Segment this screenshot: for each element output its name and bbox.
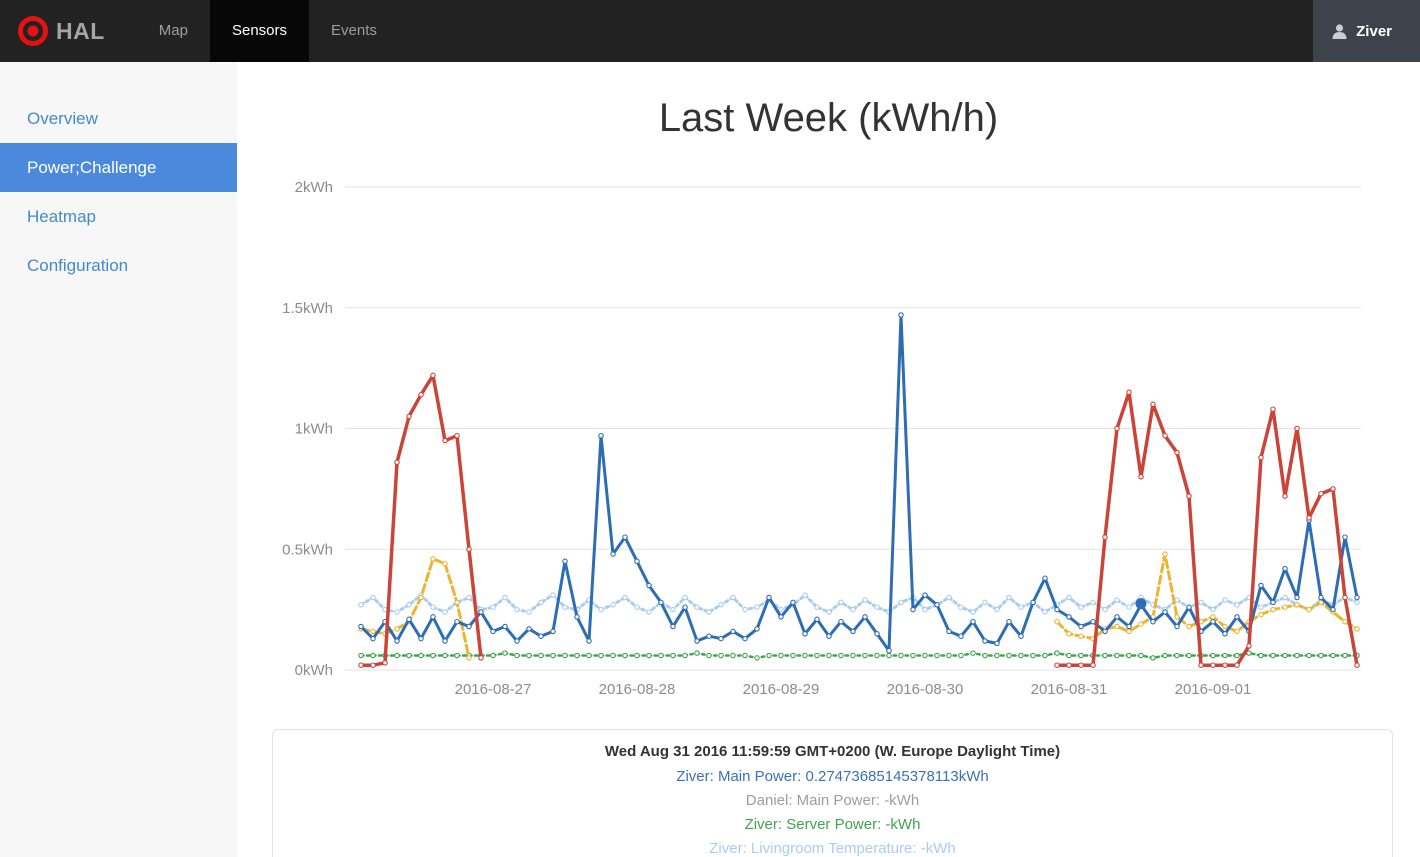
user-menu[interactable]: Ziver — [1313, 0, 1420, 62]
x-tick-label: 2016-08-28 — [599, 681, 676, 698]
x-tick-label: 2016-08-29 — [743, 681, 820, 698]
brand-title: HAL — [56, 17, 105, 44]
chart-canvas[interactable]: 0kWh 0.5kWh 1kWh 1.5kWh 2kWh 2016-08-27 2016-0… — [237, 62, 1420, 722]
user-name: Ziver — [1356, 22, 1392, 40]
sidebar-item-overview[interactable]: Overview — [27, 109, 98, 128]
navbar: HAL Map Sensors Events Ziver — [0, 0, 1420, 62]
series-ziver-livingroom-temperature — [358, 592, 1360, 615]
sidebar: Overview Power;Challenge Heatmap Configu… — [0, 62, 237, 857]
sidebar-item-configuration[interactable]: Configuration — [27, 256, 129, 275]
nav-item-events[interactable]: Events — [331, 22, 377, 39]
chart-title: Last Week (kWh/h) — [658, 96, 999, 140]
person-icon — [1332, 23, 1347, 39]
brand[interactable]: HAL — [0, 0, 121, 62]
tooltip-entry-0: Ziver: Main Power: 0.27473685145378113kW… — [676, 768, 989, 785]
y-tick-label: 2kWh — [295, 179, 333, 196]
x-tick-label: 2016-08-27 — [455, 681, 532, 698]
nav-links: Map Sensors Events — [137, 0, 399, 62]
sidebar-item-power-challenge[interactable]: Power;Challenge — [0, 143, 237, 192]
tooltip-entry-1: Daniel: Main Power: -kWh — [745, 792, 920, 809]
x-tick-label: 2016-08-31 — [1031, 681, 1108, 698]
gridlines: 0kWh 0.5kWh 1kWh 1.5kWh 2kWh 2016-08-27 2016-0… — [282, 179, 1361, 698]
y-tick-label: 0.5kWh — [282, 541, 333, 558]
tooltip-entry-3: Ziver: Livingroom Temperature: -kWh — [709, 840, 956, 857]
y-tick-label: 0kWh — [295, 662, 333, 679]
nav-item-sensors[interactable]: Sensors — [209, 0, 309, 62]
chart-tooltip-panel: Wed Aug 31 2016 11:59:59 GMT+0200 (W. Eu… — [272, 729, 1393, 857]
y-tick-label: 1kWh — [295, 421, 333, 438]
series-ziver-main-power — [358, 312, 1360, 654]
sidebar-item-heatmap[interactable]: Heatmap — [27, 207, 96, 226]
y-tick-label: 1.5kWh — [282, 300, 333, 317]
x-tick-label: 2016-09-01 — [1175, 681, 1252, 698]
tooltip-timestamp: Wed Aug 31 2016 11:59:59 GMT+0200 (W. Eu… — [604, 743, 1061, 760]
selected-point[interactable] — [1135, 598, 1147, 610]
bullseye-logo-icon — [18, 16, 48, 46]
main-content: Last Week (kWh/h) 0kWh 0.5kWh 1kWh 1.5kWh 2k… — [237, 62, 1420, 857]
tooltip-entry-2: Ziver: Server Power: -kWh — [744, 816, 921, 833]
x-tick-label: 2016-08-30 — [887, 681, 964, 698]
nav-item-map[interactable]: Map — [158, 22, 188, 39]
series-ziver-server-power — [358, 650, 1360, 661]
series-unlabeled-red — [358, 372, 1360, 668]
tooltip-entries: Ziver: Main Power: 0.27473685145378113kW… — [273, 768, 1392, 857]
